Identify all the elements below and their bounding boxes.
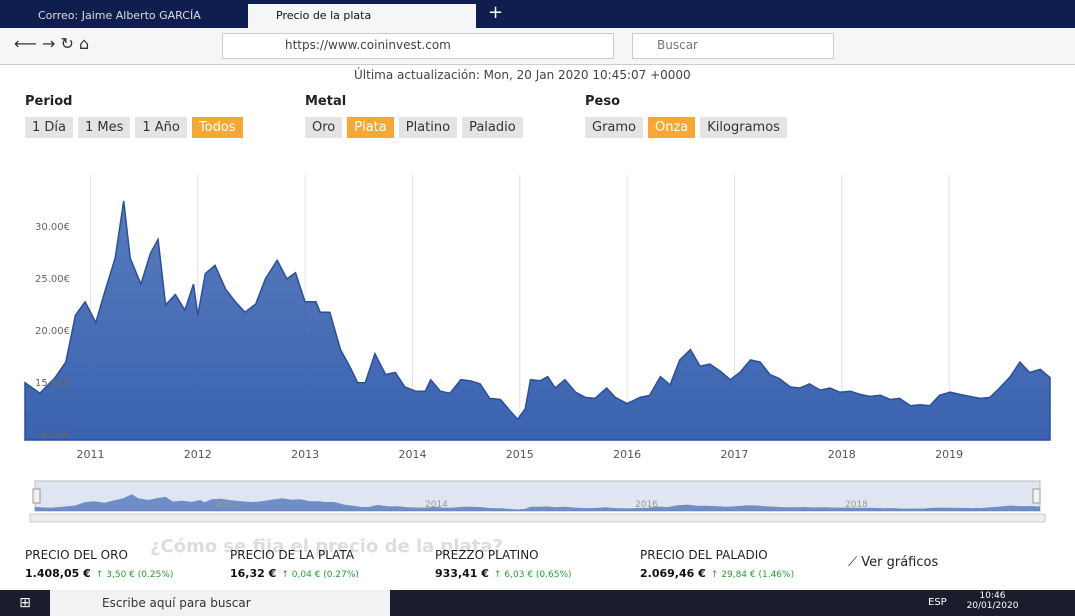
scrollbar[interactable] bbox=[30, 514, 1045, 522]
navigator-label: 2012 bbox=[215, 500, 238, 510]
filter-label: Period bbox=[25, 94, 72, 109]
url: https://www.coininvest.com bbox=[285, 38, 451, 52]
price-label: PRECIO DEL ORO bbox=[25, 548, 173, 562]
price-value: 16,32 € bbox=[230, 567, 276, 580]
x-tick-label: 2017 bbox=[720, 448, 748, 461]
search-placeholder: Buscar bbox=[657, 38, 698, 52]
price-change: ↑ 3,50 € (0.25%) bbox=[96, 570, 174, 580]
filter-button[interactable]: 1 Día bbox=[25, 117, 73, 138]
start[interactable]: ⊞ bbox=[0, 590, 50, 616]
price-value: 2.069,46 € bbox=[640, 567, 706, 580]
price-change: ↑ 6,03 € (0.65%) bbox=[494, 570, 572, 580]
filter-button[interactable]: Kilogramos bbox=[700, 117, 787, 138]
charts-link-text[interactable]: Ver gráficos bbox=[861, 555, 938, 570]
price-change: ↑ 29,84 € (1.46%) bbox=[711, 570, 794, 580]
x-tick-label: 2019 bbox=[935, 448, 963, 461]
filter-label: Peso bbox=[585, 94, 620, 109]
filter-label: Metal bbox=[305, 94, 346, 109]
tab-bar: Correo: Jaime Alberto GARCÍA Precio de l… bbox=[0, 0, 1075, 28]
filter-button[interactable]: Onza bbox=[648, 117, 695, 138]
navigator-handle[interactable] bbox=[33, 489, 40, 503]
filter-button[interactable]: Gramo bbox=[585, 117, 643, 138]
filter-button[interactable]: 1 Año bbox=[135, 117, 187, 138]
price-label: PREZZO PLATINO bbox=[435, 548, 572, 562]
price-row: 2.069,46 € ↑ 29,84 € (1.46%) bbox=[640, 562, 794, 581]
navigator-handle[interactable] bbox=[1033, 489, 1040, 503]
navigator-label: 2014 bbox=[425, 500, 448, 510]
navigator-label: 2018 bbox=[845, 500, 868, 510]
page: Correo: Jaime Alberto GARCÍA Precio de l… bbox=[0, 0, 1075, 616]
nav-bar: ⟵ → ↻ ⌂ https://www.coininvest.com Busca… bbox=[0, 28, 1075, 65]
x-tick-label: 2011 bbox=[76, 448, 104, 461]
taskbar-search[interactable]: Escribe aquí para buscar bbox=[50, 590, 390, 616]
price-row: 16,32 € ↑ 0,04 € (0.27%) bbox=[230, 562, 359, 581]
navigator-label: 2016 bbox=[635, 500, 658, 510]
last-update: Última actualización: Mon, 20 Jan 2020 1… bbox=[354, 68, 691, 82]
x-tick-label: 2016 bbox=[613, 448, 641, 461]
price-change: ↑ 0,04 € (0.27%) bbox=[281, 570, 359, 580]
x-tick-label: 2014 bbox=[398, 448, 426, 461]
charts-link[interactable]: ⟋ Ver gráficos bbox=[848, 555, 938, 570]
x-tick-label: 2013 bbox=[291, 448, 319, 461]
nav-icons[interactable]: ⟵ → ↻ ⌂ bbox=[14, 34, 89, 53]
price-value: 933,41 € bbox=[435, 567, 489, 580]
x-tick-label: 2012 bbox=[184, 448, 212, 461]
taskbar-search-text: Escribe aquí para buscar bbox=[102, 596, 251, 610]
url-box[interactable]: https://www.coininvest.com bbox=[222, 33, 614, 59]
y-tick-label: 25.00€ bbox=[35, 274, 70, 285]
chart: 2011 2012 2013 2014 2015 2016 2017 2018 2019 2012… bbox=[0, 165, 1075, 525]
price-value: 1.408,05 € bbox=[25, 567, 91, 580]
search-box[interactable]: Buscar bbox=[632, 33, 834, 59]
price-row: 1.408,05 € ↑ 3,50 € (0.25%) bbox=[25, 562, 173, 581]
filter-button[interactable]: Oro bbox=[305, 117, 342, 138]
price-row: 933,41 € ↑ 6,03 € (0.65%) bbox=[435, 562, 572, 581]
x-tick-label: 2015 bbox=[506, 448, 534, 461]
lang[interactable]: ESP bbox=[928, 597, 947, 608]
new-tab[interactable]: + bbox=[488, 2, 503, 23]
y-tick-label: 10.00€ bbox=[35, 430, 70, 441]
price-label: PRECIO DE LA PLATA bbox=[230, 548, 359, 562]
x-tick-label: 2018 bbox=[828, 448, 856, 461]
y-tick-label: 30.00€ bbox=[35, 222, 70, 233]
filter-button[interactable]: Platino bbox=[399, 117, 457, 138]
filter-button[interactable]: Paladio bbox=[462, 117, 523, 138]
date: 20/01/2020 bbox=[965, 601, 1020, 611]
tab[interactable]: Correo: Jaime Alberto GARCÍA bbox=[10, 4, 245, 28]
price-label: PRECIO DEL PALADIO bbox=[640, 548, 794, 562]
filter-button[interactable]: Todos bbox=[192, 117, 243, 138]
y-tick-label: 20.00€ bbox=[35, 326, 70, 337]
y-tick-label: 15.00€ bbox=[35, 378, 70, 389]
tab[interactable]: Precio de la plata bbox=[248, 4, 476, 28]
filter-button[interactable]: 1 Mes bbox=[78, 117, 130, 138]
time: 10:46 bbox=[965, 591, 1020, 601]
filter-button[interactable]: Plata bbox=[347, 117, 393, 138]
